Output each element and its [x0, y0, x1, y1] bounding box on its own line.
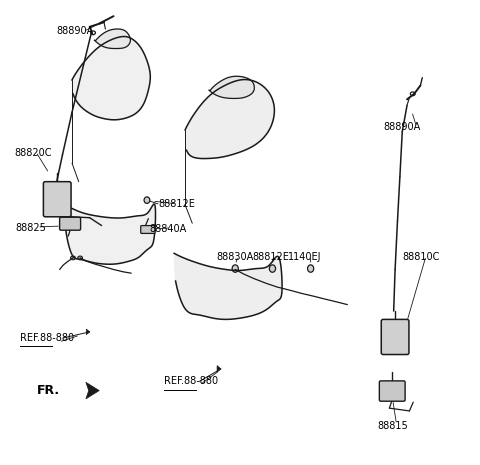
Text: 88830A: 88830A: [216, 252, 253, 261]
Polygon shape: [217, 365, 221, 372]
Text: 88812E: 88812E: [252, 252, 289, 261]
Text: 88812E: 88812E: [159, 199, 196, 209]
Ellipse shape: [269, 265, 276, 272]
FancyBboxPatch shape: [379, 381, 405, 401]
Polygon shape: [185, 80, 275, 159]
Text: 88815: 88815: [377, 421, 408, 431]
Text: 88810C: 88810C: [402, 252, 440, 261]
Text: REF.88-880: REF.88-880: [20, 333, 73, 343]
FancyBboxPatch shape: [141, 226, 155, 233]
Text: FR.: FR.: [37, 384, 60, 397]
Text: 88840A: 88840A: [149, 224, 187, 234]
Polygon shape: [174, 253, 282, 319]
Ellipse shape: [50, 190, 64, 209]
Ellipse shape: [78, 256, 83, 260]
FancyBboxPatch shape: [43, 182, 71, 217]
Ellipse shape: [308, 265, 314, 272]
Polygon shape: [86, 382, 99, 399]
Ellipse shape: [388, 327, 402, 347]
Polygon shape: [86, 329, 90, 335]
Polygon shape: [72, 36, 150, 120]
Text: 1140EJ: 1140EJ: [288, 252, 321, 261]
Text: 88820C: 88820C: [15, 148, 52, 158]
FancyBboxPatch shape: [60, 217, 81, 230]
Polygon shape: [95, 29, 131, 48]
Text: REF.88-880: REF.88-880: [164, 376, 218, 386]
Ellipse shape: [232, 265, 239, 272]
FancyBboxPatch shape: [381, 319, 409, 354]
Polygon shape: [209, 76, 254, 99]
Text: 88890A: 88890A: [383, 122, 420, 132]
Text: 88890A: 88890A: [56, 27, 94, 36]
Polygon shape: [66, 204, 156, 264]
Ellipse shape: [144, 197, 150, 203]
Text: 88825: 88825: [16, 223, 47, 233]
Ellipse shape: [71, 256, 75, 260]
